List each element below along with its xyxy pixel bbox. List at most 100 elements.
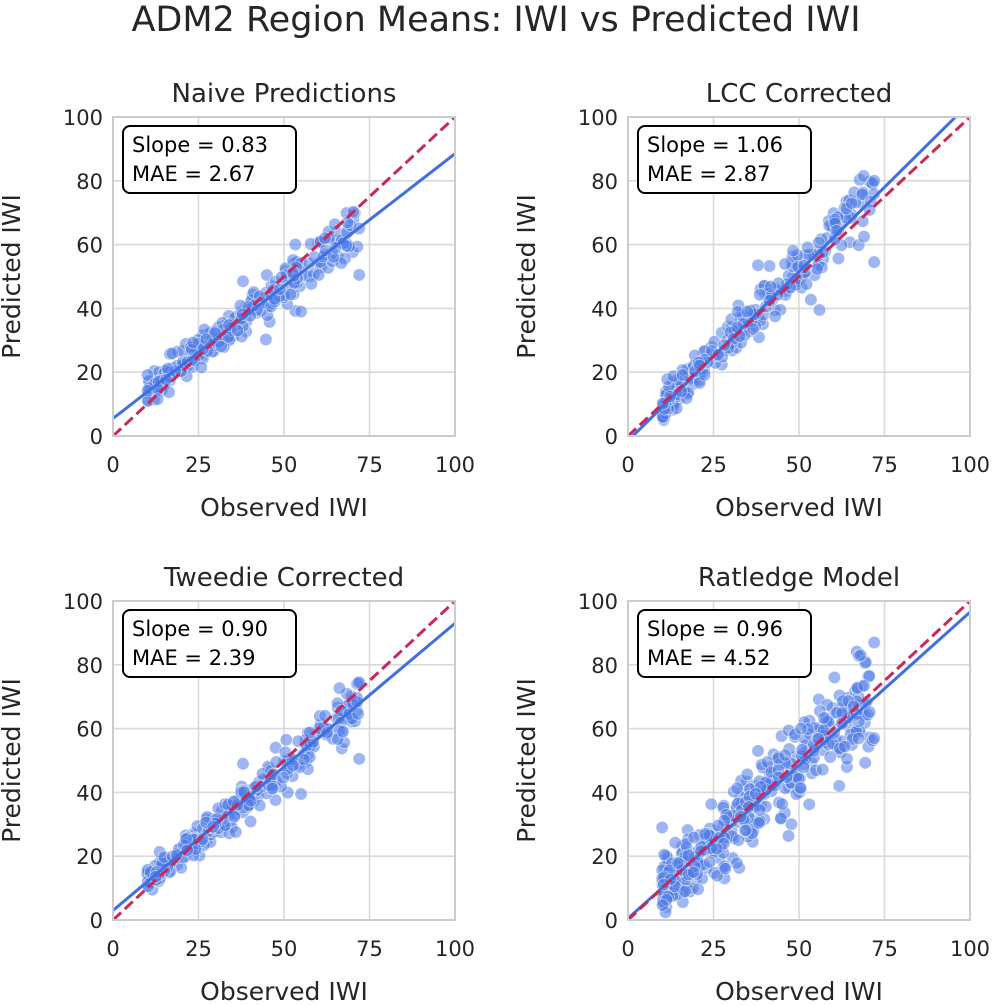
plot-frame bbox=[627, 600, 971, 921]
data-point bbox=[844, 196, 859, 210]
subplot-title: Ratledge Model bbox=[698, 563, 900, 593]
data-point bbox=[802, 797, 816, 812]
subplot-2: 0 25 50 75 100 0 20 40 60 80 100 Observed IWI Predic… bbox=[512, 79, 990, 522]
regression-line bbox=[628, 611, 970, 920]
y-tick-label: 100 bbox=[578, 106, 618, 130]
data-point bbox=[186, 335, 200, 350]
data-point bbox=[764, 279, 778, 294]
mae-text: MAE = 2.39 bbox=[132, 646, 255, 670]
slope-text: Slope = 0.83 bbox=[132, 133, 268, 157]
data-point bbox=[352, 268, 366, 282]
data-point bbox=[276, 771, 290, 785]
identity-line bbox=[113, 601, 455, 920]
data-point bbox=[214, 339, 228, 354]
data-point bbox=[259, 332, 273, 347]
data-point bbox=[711, 818, 725, 833]
x-tick-label: 100 bbox=[950, 453, 990, 477]
data-point bbox=[730, 856, 744, 870]
data-point bbox=[311, 268, 326, 282]
data-point bbox=[294, 787, 308, 801]
data-point bbox=[867, 255, 881, 269]
y-tick-label: 100 bbox=[63, 590, 103, 614]
identity-line bbox=[113, 117, 455, 436]
y-axis-label: Predicted IWI bbox=[512, 194, 541, 359]
data-point bbox=[778, 748, 792, 762]
data-point bbox=[810, 262, 824, 276]
data-point bbox=[668, 836, 682, 850]
data-point bbox=[752, 816, 766, 830]
data-point bbox=[739, 823, 753, 837]
identity-line bbox=[628, 601, 970, 920]
data-point bbox=[671, 856, 685, 870]
data-point bbox=[686, 865, 701, 879]
data-point bbox=[304, 277, 318, 291]
slope-text: Slope = 1.06 bbox=[647, 133, 783, 157]
data-point bbox=[799, 277, 814, 291]
plot-frame bbox=[627, 116, 971, 437]
x-tick-label: 75 bbox=[356, 453, 383, 477]
data-point bbox=[279, 733, 293, 747]
y-tick-label: 20 bbox=[76, 845, 103, 869]
data-point bbox=[811, 732, 826, 746]
mae-text: MAE = 2.67 bbox=[132, 162, 255, 186]
data-point bbox=[831, 251, 846, 266]
y-tick-label: 80 bbox=[76, 170, 103, 194]
data-point bbox=[265, 781, 279, 796]
x-tick-label: 100 bbox=[435, 453, 475, 477]
data-point bbox=[793, 781, 807, 795]
slope-text: Slope = 0.90 bbox=[132, 617, 268, 641]
data-point bbox=[812, 235, 826, 250]
data-point bbox=[297, 752, 311, 767]
data-point bbox=[704, 797, 718, 811]
data-point bbox=[753, 288, 767, 302]
data-point bbox=[853, 648, 868, 662]
stats-box bbox=[122, 125, 297, 194]
data-point bbox=[179, 832, 193, 846]
subplot-1: 0 25 50 75 100 0 20 40 60 80 100 Observed IWI Predic… bbox=[0, 79, 475, 522]
data-point bbox=[775, 797, 789, 811]
data-point bbox=[812, 303, 827, 317]
slope-text: Slope = 0.96 bbox=[647, 617, 783, 641]
x-tick-label: 0 bbox=[106, 937, 119, 961]
subplot-3: 0 25 50 75 100 0 20 40 60 80 100 Observed IWI Predic… bbox=[0, 563, 475, 1006]
y-tick-label: 80 bbox=[76, 654, 103, 678]
data-point bbox=[165, 346, 179, 360]
data-point bbox=[698, 827, 712, 841]
data-point bbox=[862, 705, 877, 719]
data-point bbox=[731, 833, 746, 847]
data-point bbox=[352, 752, 366, 766]
mae-text: MAE = 2.87 bbox=[647, 162, 770, 186]
data-point bbox=[762, 259, 777, 273]
data-point bbox=[867, 731, 881, 745]
x-axis-label: Observed IWI bbox=[715, 977, 883, 1006]
y-tick-label: 40 bbox=[591, 297, 618, 321]
data-point bbox=[823, 750, 837, 764]
data-point bbox=[768, 309, 782, 323]
reference-lines bbox=[113, 117, 455, 436]
data-point bbox=[288, 237, 302, 252]
data-point bbox=[847, 699, 861, 713]
y-tick-label: 0 bbox=[90, 909, 103, 933]
data-point bbox=[236, 757, 250, 771]
y-tick-label: 20 bbox=[591, 845, 618, 869]
data-point bbox=[774, 811, 788, 826]
y-tick-label: 60 bbox=[591, 718, 618, 742]
reference-lines bbox=[628, 117, 970, 436]
y-tick-label: 60 bbox=[591, 234, 618, 258]
data-point bbox=[351, 707, 365, 721]
data-point bbox=[867, 174, 881, 188]
identity-line bbox=[628, 117, 970, 436]
subplot-title: LCC Corrected bbox=[706, 79, 892, 109]
data-point bbox=[804, 293, 818, 307]
data-point bbox=[675, 368, 690, 382]
y-axis-label: Predicted IWI bbox=[512, 678, 541, 843]
y-tick-label: 40 bbox=[76, 297, 103, 321]
y-tick-label: 40 bbox=[591, 781, 618, 805]
y-axis-label: Predicted IWI bbox=[0, 678, 26, 843]
data-point bbox=[794, 721, 808, 736]
data-point bbox=[718, 861, 732, 876]
y-tick-label: 60 bbox=[76, 718, 103, 742]
mae-text: MAE = 4.52 bbox=[647, 646, 770, 670]
data-point bbox=[655, 898, 670, 912]
